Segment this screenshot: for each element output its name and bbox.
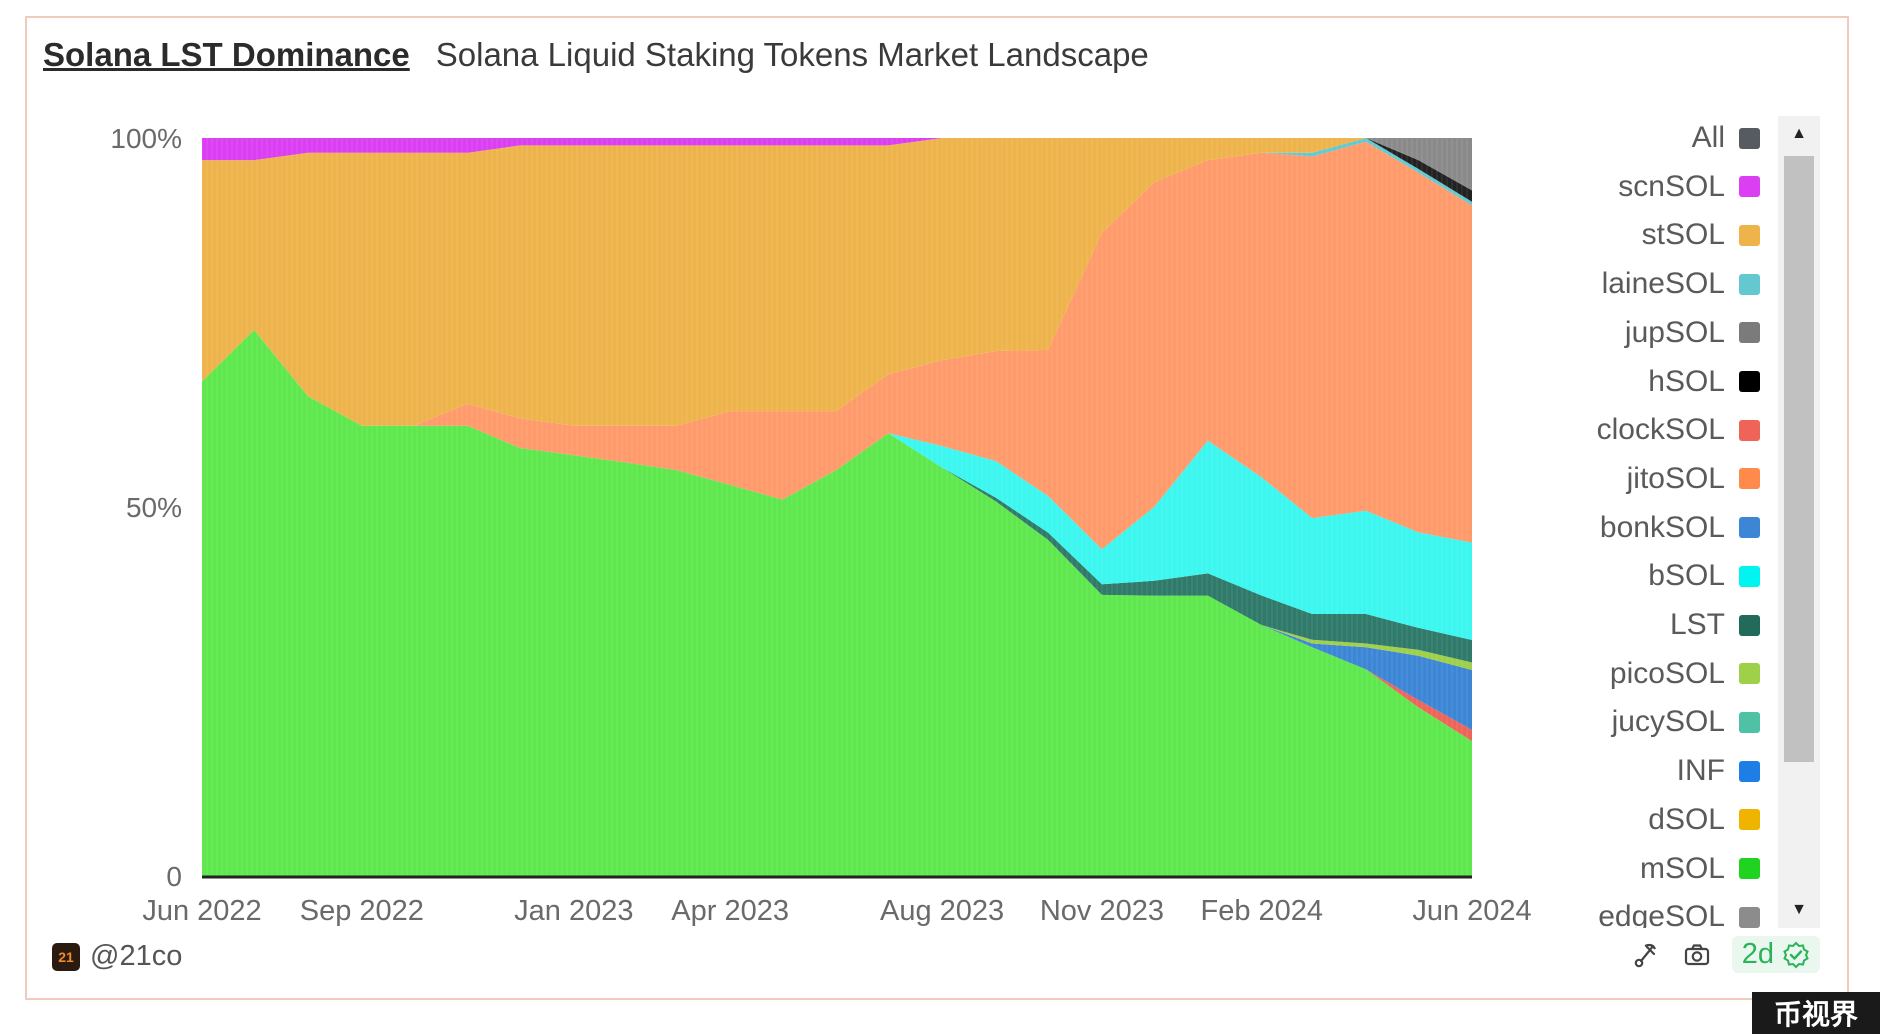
x-tick-label: Aug 2023	[880, 895, 1004, 927]
legend-label: jupSOL	[1624, 315, 1725, 349]
chart-footer-tools: 2d	[1628, 936, 1820, 973]
legend-item-msol[interactable]: mSOL	[1640, 849, 1760, 889]
legend-swatch	[1739, 419, 1760, 441]
bar-stripes	[201, 138, 1468, 876]
legend-item-stsol[interactable]: stSOL	[1642, 215, 1760, 255]
legend-swatch	[1739, 517, 1760, 539]
legend-label: jitoSOL	[1626, 461, 1725, 495]
chart-subtitle: Solana Liquid Staking Tokens Market Land…	[435, 36, 1149, 73]
area-series-msol[interactable]	[202, 329, 1472, 876]
legend-swatch	[1739, 858, 1760, 879]
camera-icon[interactable]	[1680, 938, 1714, 972]
legend-scrollbar[interactable]: ▲ ▼	[1778, 116, 1820, 928]
legend-item-jitosol[interactable]: jitoSOL	[1627, 459, 1760, 499]
legend-label: dSOL	[1648, 802, 1725, 836]
legend-swatch	[1739, 809, 1760, 831]
author-handle[interactable]: @21co	[90, 940, 183, 972]
legend-swatch	[1739, 371, 1760, 392]
x-tick-label: Nov 2023	[1040, 895, 1164, 927]
legend-swatch	[1739, 565, 1760, 587]
legend-item-clocksol[interactable]: clockSOL	[1597, 410, 1760, 450]
legend-label: laineSOL	[1601, 267, 1725, 301]
legend-item-bonksol[interactable]: bonkSOL	[1600, 508, 1760, 548]
legend-swatch	[1739, 760, 1760, 782]
legend-swatch	[1739, 614, 1760, 636]
legend-swatch	[1739, 176, 1760, 198]
chart-title[interactable]: Solana LST Dominance	[43, 36, 410, 73]
author-logo: 21	[52, 942, 80, 971]
x-tick-label: Sep 2022	[300, 895, 424, 927]
legend-label: picoSOL	[1609, 656, 1725, 690]
legend-label: All	[1691, 121, 1725, 154]
fork-icon[interactable]	[1628, 938, 1662, 972]
x-tick-label: Apr 2023	[671, 895, 789, 927]
legend-label: jucySOL	[1611, 705, 1725, 739]
scroll-up-icon[interactable]: ▲	[1791, 125, 1807, 142]
x-tick-label: Jan 2023	[514, 895, 633, 927]
area-series-scnsol[interactable]	[202, 138, 1472, 161]
legend-swatch	[1739, 711, 1760, 733]
area-series-lst[interactable]	[202, 329, 1472, 663]
check-badge-icon	[1783, 941, 1809, 968]
legend-item-edgesol[interactable]: edgeSOL	[1598, 897, 1760, 928]
legend-item-jupsol[interactable]: jupSOL	[1625, 313, 1760, 353]
legend-label: hSOL	[1648, 364, 1725, 398]
legend-item-dsol[interactable]: dSOL	[1648, 800, 1760, 840]
legend-item-bsol[interactable]: bSOL	[1648, 556, 1760, 596]
legend-label: clockSOL	[1596, 413, 1725, 447]
legend-label: edgeSOL	[1598, 900, 1725, 928]
legend-label: stSOL	[1641, 218, 1725, 252]
y-tick-label: 100%	[110, 123, 182, 154]
legend-swatch	[1739, 322, 1760, 344]
legend-label: mSOL	[1639, 851, 1725, 885]
legend-item-all[interactable]: All	[1692, 118, 1760, 158]
legend-label: scnSOL	[1618, 169, 1725, 203]
legend-label: bSOL	[1648, 559, 1725, 593]
legend-label: LST	[1669, 608, 1725, 641]
x-tick-label: Jun 2022	[142, 895, 261, 927]
chart-footer-author: 21 @21co	[52, 940, 182, 973]
chart-legend: All scnSOL stSOL laineSOL jupSOL hSOL clockSOL…	[1540, 118, 1760, 928]
y-tick-label: 50%	[126, 492, 182, 523]
area-series-stsol[interactable]	[202, 138, 1472, 426]
legend-item-lainesol[interactable]: laineSOL	[1602, 264, 1760, 304]
area-series-jitosol[interactable]	[202, 141, 1472, 550]
legend-swatch	[1739, 127, 1760, 149]
legend-item-jucysol[interactable]: jucySOL	[1612, 702, 1760, 742]
legend-swatch	[1739, 273, 1760, 295]
legend-item-inf[interactable]: INF	[1677, 751, 1760, 791]
freshness-label: 2d	[1741, 938, 1774, 970]
y-tick-label: 0	[166, 861, 182, 892]
freshness-badge[interactable]: 2d	[1731, 936, 1820, 973]
x-tick-label: Jun 2024	[1412, 895, 1531, 927]
watermark-badge: 币视界	[1752, 992, 1880, 1034]
legend-item-scnsol[interactable]: scnSOL	[1618, 167, 1760, 207]
legend-label: bonkSOL	[1599, 510, 1725, 544]
scroll-down-icon[interactable]: ▼	[1791, 901, 1807, 918]
scrollbar-thumb[interactable]	[1784, 156, 1814, 762]
legend-swatch	[1739, 663, 1760, 685]
legend-swatch	[1739, 906, 1760, 928]
legend-swatch	[1739, 224, 1760, 246]
legend-label: INF	[1676, 754, 1725, 788]
legend-item-picosol[interactable]: picoSOL	[1610, 654, 1760, 694]
legend-swatch	[1739, 468, 1760, 490]
legend-item-hsol[interactable]: hSOL	[1648, 362, 1760, 402]
x-tick-label: Feb 2024	[1201, 895, 1324, 927]
area-series-bsol[interactable]	[202, 329, 1472, 640]
chart-header: Solana LST Dominance Solana Liquid Staki…	[43, 36, 1149, 74]
legend-item-lst[interactable]: LST	[1670, 605, 1760, 645]
